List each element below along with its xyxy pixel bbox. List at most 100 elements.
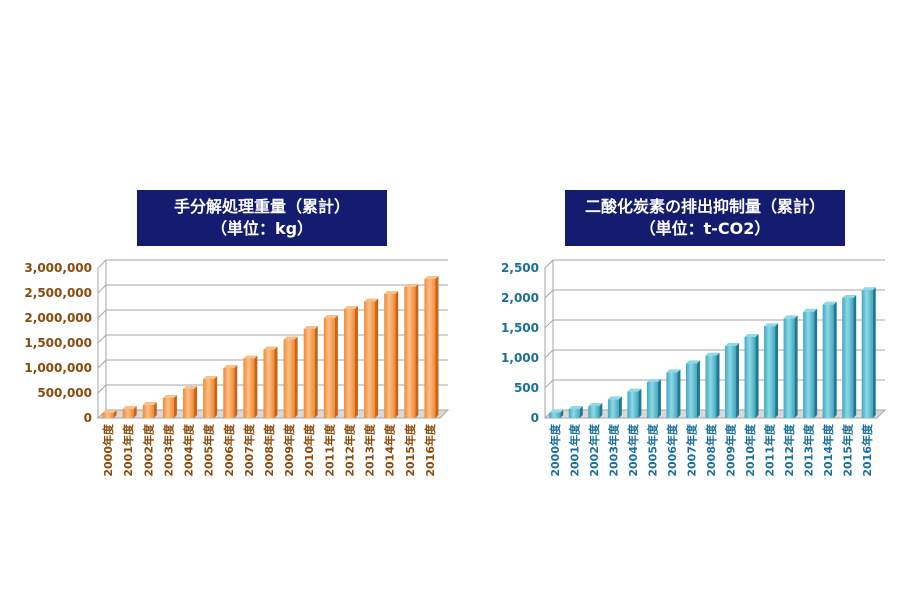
bar-side xyxy=(214,376,218,418)
y-tick-label: 1,000,000 xyxy=(24,361,92,375)
x-tick-label: 2005年度 xyxy=(645,423,659,477)
x-tick-label: 2004年度 xyxy=(182,423,196,477)
bar-side xyxy=(716,352,720,418)
bar xyxy=(303,329,315,418)
bar-top xyxy=(646,379,661,382)
x-tick-label: 2014年度 xyxy=(821,423,835,477)
bar xyxy=(744,337,756,418)
bar-top xyxy=(122,406,137,409)
bar-side xyxy=(334,315,338,418)
bar-top xyxy=(424,276,439,279)
bar-top xyxy=(142,402,157,405)
gridline xyxy=(97,309,448,319)
bar-top xyxy=(705,352,720,356)
bar-side xyxy=(736,343,740,418)
y-tick-label: 3,000,000 xyxy=(24,261,92,275)
bar xyxy=(142,405,154,418)
x-tick-label: 2003年度 xyxy=(161,423,175,477)
bar-side xyxy=(194,386,198,418)
bar-top xyxy=(783,315,798,319)
bar-side xyxy=(133,406,137,418)
bar xyxy=(842,298,854,418)
bar xyxy=(323,318,335,418)
y-tick-label: 2,500,000 xyxy=(24,286,92,300)
x-tick-label: 2011年度 xyxy=(763,423,777,477)
x-tick-label: 2000年度 xyxy=(548,423,562,477)
gridline xyxy=(97,284,448,294)
x-tick-label: 2011年度 xyxy=(322,423,336,477)
y-tick-label: 1,500 xyxy=(501,321,539,335)
bar-side xyxy=(677,369,681,418)
x-tick-label: 2009年度 xyxy=(724,423,738,477)
bar-side xyxy=(833,301,837,418)
x-tick-label: 2001年度 xyxy=(121,423,135,477)
bar-top xyxy=(343,306,358,309)
bar-top xyxy=(725,343,740,346)
bar xyxy=(263,349,275,418)
bar-top xyxy=(607,396,622,400)
bar-top xyxy=(764,323,779,327)
x-tick-label: 2002年度 xyxy=(587,423,601,477)
bar-side xyxy=(415,284,419,418)
bar-side xyxy=(274,346,278,418)
bar xyxy=(183,389,195,418)
bar xyxy=(364,301,376,418)
bar xyxy=(223,368,235,418)
y-tick-label: 1,500,000 xyxy=(24,336,92,350)
bar-side xyxy=(173,395,177,418)
bar-side xyxy=(775,323,779,418)
bar xyxy=(705,355,717,418)
bar xyxy=(283,339,295,418)
bar-top xyxy=(203,376,218,379)
y-tick-label: 2,500 xyxy=(501,261,539,275)
gridline xyxy=(97,259,448,269)
gridline xyxy=(544,259,885,269)
chart-title: 手分解処理重量（累計） xyxy=(173,197,350,216)
x-tick-label: 2009年度 xyxy=(282,423,296,477)
bar xyxy=(725,346,737,418)
y-tick-label: 1,000 xyxy=(501,351,539,365)
x-tick-label: 2006年度 xyxy=(222,423,236,477)
x-tick-label: 2000年度 xyxy=(101,423,115,477)
bar xyxy=(384,294,396,418)
bar xyxy=(122,409,134,418)
y-tick-label: 0 xyxy=(84,411,92,425)
chart-unit: （単位：t-CO2） xyxy=(639,219,771,238)
bar-top xyxy=(744,334,759,337)
x-tick-label: 2007年度 xyxy=(242,423,256,477)
bar-side xyxy=(294,336,298,418)
x-tick-label: 2006年度 xyxy=(665,423,679,477)
bar-top xyxy=(568,406,583,409)
bar-side xyxy=(395,291,399,418)
x-tick-label: 2015年度 xyxy=(403,423,417,477)
bar-side xyxy=(853,295,857,418)
bar xyxy=(646,382,658,418)
bar-top xyxy=(102,410,117,413)
y-tick-label: 0 xyxy=(531,411,539,425)
bar-chart-weight: 0 500,000 1,000,000 1,500,000 2,000,000 2,500… xyxy=(24,259,450,477)
bar-side xyxy=(696,360,700,418)
bar-side xyxy=(113,410,117,418)
bar-top xyxy=(685,360,700,364)
bar-top xyxy=(323,315,338,318)
y-tick-label: 2,000 xyxy=(501,291,539,305)
chart-title-box: 二酸化炭素の排出抑制量（累計） （単位：t-CO2） xyxy=(565,190,845,246)
bar-top xyxy=(243,355,258,359)
bar-side xyxy=(755,334,759,418)
bar xyxy=(822,304,834,418)
bar-top xyxy=(588,403,603,406)
bar xyxy=(243,358,255,418)
gridline xyxy=(544,289,885,299)
bar-side xyxy=(814,308,818,418)
bar-chart-co2: 0 500 1,000 1,500 2,000 2,500 2000年度 2001年度 2002… xyxy=(501,259,887,477)
bar xyxy=(666,372,678,418)
chart-panel-co2: 二酸化炭素の排出抑制量（累計） （単位：t-CO2） 0 500 1,000 1,50… xyxy=(470,190,890,510)
x-tick-label: 2004年度 xyxy=(626,423,640,477)
x-tick-label: 2003年度 xyxy=(606,423,620,477)
bar-top xyxy=(263,346,278,350)
chart-title: 二酸化炭素の排出抑制量（累計） xyxy=(584,197,825,216)
x-tick-label: 2016年度 xyxy=(860,423,874,477)
bar-side xyxy=(599,403,603,418)
bar xyxy=(568,409,580,418)
bar xyxy=(203,379,215,418)
